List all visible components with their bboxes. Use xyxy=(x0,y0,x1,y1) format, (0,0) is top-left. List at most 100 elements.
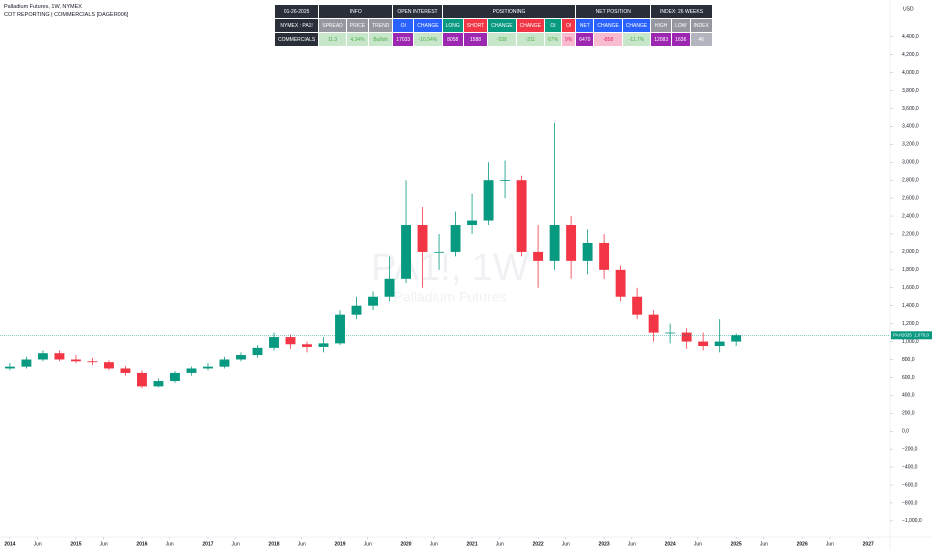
candle-body xyxy=(384,278,395,297)
candle-body xyxy=(4,366,15,369)
y-tick-label: 1,600,0 xyxy=(902,285,919,291)
table-row: COMMERCIALS 11.3 4.34% Bullish 17033 -10.54% 8… xyxy=(273,32,713,47)
candle-body xyxy=(120,368,131,373)
x-tick-label: 2017 xyxy=(202,541,213,547)
x-tick-label: Jun xyxy=(298,541,306,547)
candle-body xyxy=(434,251,445,253)
currency: USD xyxy=(903,6,914,12)
y-tick-label: 400,0 xyxy=(902,393,915,399)
last-price-label: 1,070,0 xyxy=(914,332,930,337)
x-tick-label: 2015 xyxy=(70,541,81,547)
table-cell: 67% xyxy=(544,32,563,47)
candle-body xyxy=(483,180,494,221)
y-tick-label: 3,400,0 xyxy=(902,124,919,130)
candle-body xyxy=(599,242,610,270)
candle-body xyxy=(582,242,593,261)
candle-body xyxy=(203,366,213,369)
table-cell: INFO xyxy=(318,4,394,19)
table-cell: 11.3 xyxy=(318,32,347,47)
table-row: 01-26-2025 INFO OPEN INTEREST POSITIONING NE… xyxy=(273,4,713,19)
watermark-name: Palladium Futures xyxy=(394,289,507,305)
x-tick-label: 2027 xyxy=(863,541,874,547)
x-tick-label: 2023 xyxy=(599,541,610,547)
candle-body xyxy=(236,355,246,360)
candle-body xyxy=(450,225,461,252)
y-tick-label: 2,400,0 xyxy=(902,213,919,219)
candle-body xyxy=(54,353,65,360)
table-cell: SHORT xyxy=(462,18,489,33)
y-tick-label: −200,0 xyxy=(902,446,918,452)
y-tick-label: 3,800,0 xyxy=(902,88,919,94)
table-cell: -538 xyxy=(487,32,517,47)
x-tick-label: 2018 xyxy=(268,541,279,547)
y-tick-label: 1,800,0 xyxy=(902,267,919,273)
candle-body xyxy=(285,337,296,345)
candle-body xyxy=(516,180,527,252)
table-cell: 01-26-2025 xyxy=(273,4,320,19)
candle-body xyxy=(681,332,692,342)
candle-body xyxy=(665,332,676,334)
y-tick-label: 4,200,0 xyxy=(902,52,919,58)
x-tick-label: 2016 xyxy=(136,541,147,547)
table-cell: OPEN INTEREST xyxy=(392,4,443,19)
table-cell: 12083 xyxy=(650,32,673,47)
y-tick-label: 2,600,0 xyxy=(902,195,919,201)
y-tick-label: 2,200,0 xyxy=(902,231,919,237)
y-tick-label: 200,0 xyxy=(902,411,915,417)
table-cell: -311 xyxy=(515,32,546,47)
table-cell: LONG xyxy=(441,18,464,33)
table-cell: Bullish xyxy=(368,32,394,47)
candle-body xyxy=(70,359,81,362)
x-tick-label: Jun xyxy=(232,541,240,547)
indicator-line: COT REPORTING | COMMERCIALS [DAGER006] xyxy=(4,12,129,18)
candle-body xyxy=(368,296,378,306)
candle-body xyxy=(648,314,659,333)
y-tick-label: −400,0 xyxy=(902,464,918,470)
x-tick-label: Jun xyxy=(760,541,768,547)
table-cell: NYMEX : PA1! xyxy=(273,18,320,33)
y-tick-label: 2,000,0 xyxy=(902,249,919,255)
y-tick-label: 2,800,0 xyxy=(902,178,919,184)
x-tick-label: 2022 xyxy=(533,541,544,547)
candle-body xyxy=(467,220,478,226)
candle-body xyxy=(252,347,263,356)
candle-body xyxy=(566,225,577,261)
y-tick-label: −600,0 xyxy=(902,482,918,488)
table-cell: 6470 xyxy=(575,32,595,47)
y-tick-label: 1,400,0 xyxy=(902,303,919,309)
table-cell: CHANGE xyxy=(593,18,623,33)
x-tick-label: Jun xyxy=(694,541,702,547)
table-cell: OI xyxy=(544,18,563,33)
y-tick-label: 4,000,0 xyxy=(902,70,919,76)
x-tick-label: Jun xyxy=(100,541,108,547)
candle-body xyxy=(615,269,626,297)
table-cell: NET xyxy=(575,18,595,33)
candle-body xyxy=(731,335,742,342)
candle-body xyxy=(37,353,48,360)
candle-body xyxy=(351,305,362,315)
candle-body xyxy=(136,372,147,387)
candle-body xyxy=(698,341,709,347)
x-tick-label: 2024 xyxy=(665,541,676,547)
candle-body xyxy=(417,225,428,252)
candle-body xyxy=(500,180,511,181)
x-tick-label: 2019 xyxy=(334,541,345,547)
y-tick-label: 4,400,0 xyxy=(902,34,919,40)
candle-body xyxy=(533,251,544,261)
candle-body xyxy=(219,359,230,367)
candle-body xyxy=(21,359,32,367)
table-cell: 4.34% xyxy=(345,32,370,47)
table-cell: CHANGE xyxy=(621,18,652,33)
table-cell: NET POSITION xyxy=(575,4,652,19)
y-tick-label: −1,000,0 xyxy=(902,518,922,524)
table-cell: CHANGE xyxy=(515,18,546,33)
x-tick-label: Jun xyxy=(826,541,834,547)
table-cell: CHANGE xyxy=(487,18,517,33)
cot-table: 01-26-2025 INFO OPEN INTEREST POSITIONING NE… xyxy=(273,4,713,47)
candle-body xyxy=(103,362,114,369)
y-tick-label: 1,000,0 xyxy=(902,339,919,345)
table-cell: POSITIONING xyxy=(441,4,577,19)
y-tick-label: 1,200,0 xyxy=(902,321,919,327)
